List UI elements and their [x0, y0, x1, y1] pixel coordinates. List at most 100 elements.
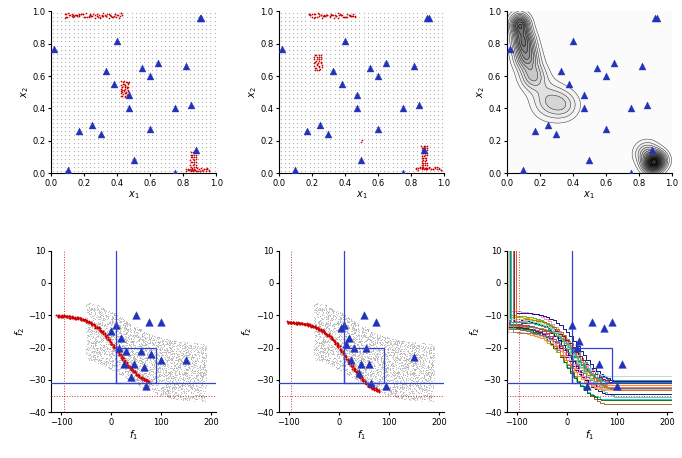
Point	[416, 369, 427, 376]
Point	[101, 143, 112, 151]
Point	[155, 13, 166, 21]
Point	[114, 315, 125, 322]
Point	[412, 123, 423, 131]
Point	[343, 325, 354, 332]
Point	[366, 329, 376, 336]
Point	[342, 370, 353, 377]
Point	[428, 352, 439, 360]
Point	[85, 135, 95, 142]
Point	[355, 369, 366, 376]
Point	[389, 356, 400, 364]
Point	[344, 333, 355, 340]
Point	[409, 351, 419, 358]
Point	[359, 369, 370, 376]
Point	[85, 17, 95, 25]
Point	[518, 166, 529, 174]
Point	[134, 352, 145, 360]
Point	[155, 341, 166, 349]
Point	[417, 367, 428, 375]
Point	[151, 345, 162, 353]
Point	[86, 322, 97, 329]
Point	[390, 375, 401, 382]
Point	[421, 162, 432, 169]
Point	[127, 348, 138, 355]
Point	[332, 14, 343, 21]
Point	[396, 381, 407, 388]
Point	[118, 331, 129, 338]
Point	[350, 139, 361, 147]
Point	[95, 304, 106, 311]
Point	[201, 78, 211, 86]
Point	[363, 382, 374, 389]
Point	[190, 367, 201, 375]
Point	[83, 351, 93, 359]
Point	[179, 354, 190, 361]
Point	[353, 324, 364, 331]
Point	[138, 341, 149, 349]
Point	[109, 311, 120, 319]
Point	[308, 38, 319, 45]
Point	[101, 95, 112, 102]
Point	[396, 393, 407, 401]
Point	[128, 377, 138, 385]
Point	[155, 344, 166, 352]
Point	[138, 34, 149, 41]
Point	[370, 103, 381, 110]
Point	[132, 345, 143, 352]
Point	[379, 54, 389, 61]
Point	[52, 13, 63, 21]
Point	[346, 131, 357, 139]
Point	[379, 26, 389, 33]
Point	[93, 302, 104, 310]
Point	[142, 352, 153, 359]
Point	[310, 347, 321, 354]
Point	[427, 369, 438, 376]
Point	[143, 366, 153, 374]
Point	[121, 329, 132, 336]
Point	[392, 392, 403, 399]
Point	[168, 119, 179, 126]
Point	[342, 71, 353, 78]
Point	[350, 95, 361, 102]
Point	[437, 38, 448, 45]
Point	[361, 335, 372, 343]
Point	[131, 349, 142, 356]
Point	[181, 395, 192, 402]
Point	[164, 30, 175, 37]
Point	[188, 167, 198, 174]
Point	[309, 10, 320, 17]
Point	[144, 343, 155, 350]
Point	[400, 152, 411, 159]
Point	[379, 341, 389, 349]
Point	[437, 46, 448, 53]
Point	[120, 337, 131, 344]
Point	[410, 374, 421, 382]
Point	[56, 123, 67, 131]
Point	[149, 344, 160, 352]
Point	[80, 91, 91, 98]
Point	[133, 378, 144, 385]
Point	[374, 360, 385, 367]
Point	[428, 111, 439, 118]
Point	[321, 143, 331, 151]
Point	[113, 350, 124, 357]
Point	[109, 339, 120, 346]
Point	[389, 360, 400, 368]
Point	[129, 325, 140, 332]
Point	[170, 371, 181, 378]
Point	[106, 135, 117, 142]
Point	[110, 54, 121, 61]
Point	[416, 162, 427, 169]
Point	[358, 17, 369, 25]
Point	[400, 392, 411, 399]
Point	[379, 107, 389, 114]
Point	[316, 127, 327, 135]
Point	[179, 362, 190, 370]
Point	[409, 365, 420, 372]
Point	[424, 13, 435, 21]
Point	[292, 95, 303, 102]
Point	[89, 357, 100, 365]
Point	[98, 346, 108, 354]
Point	[327, 307, 338, 315]
Point	[420, 168, 431, 175]
